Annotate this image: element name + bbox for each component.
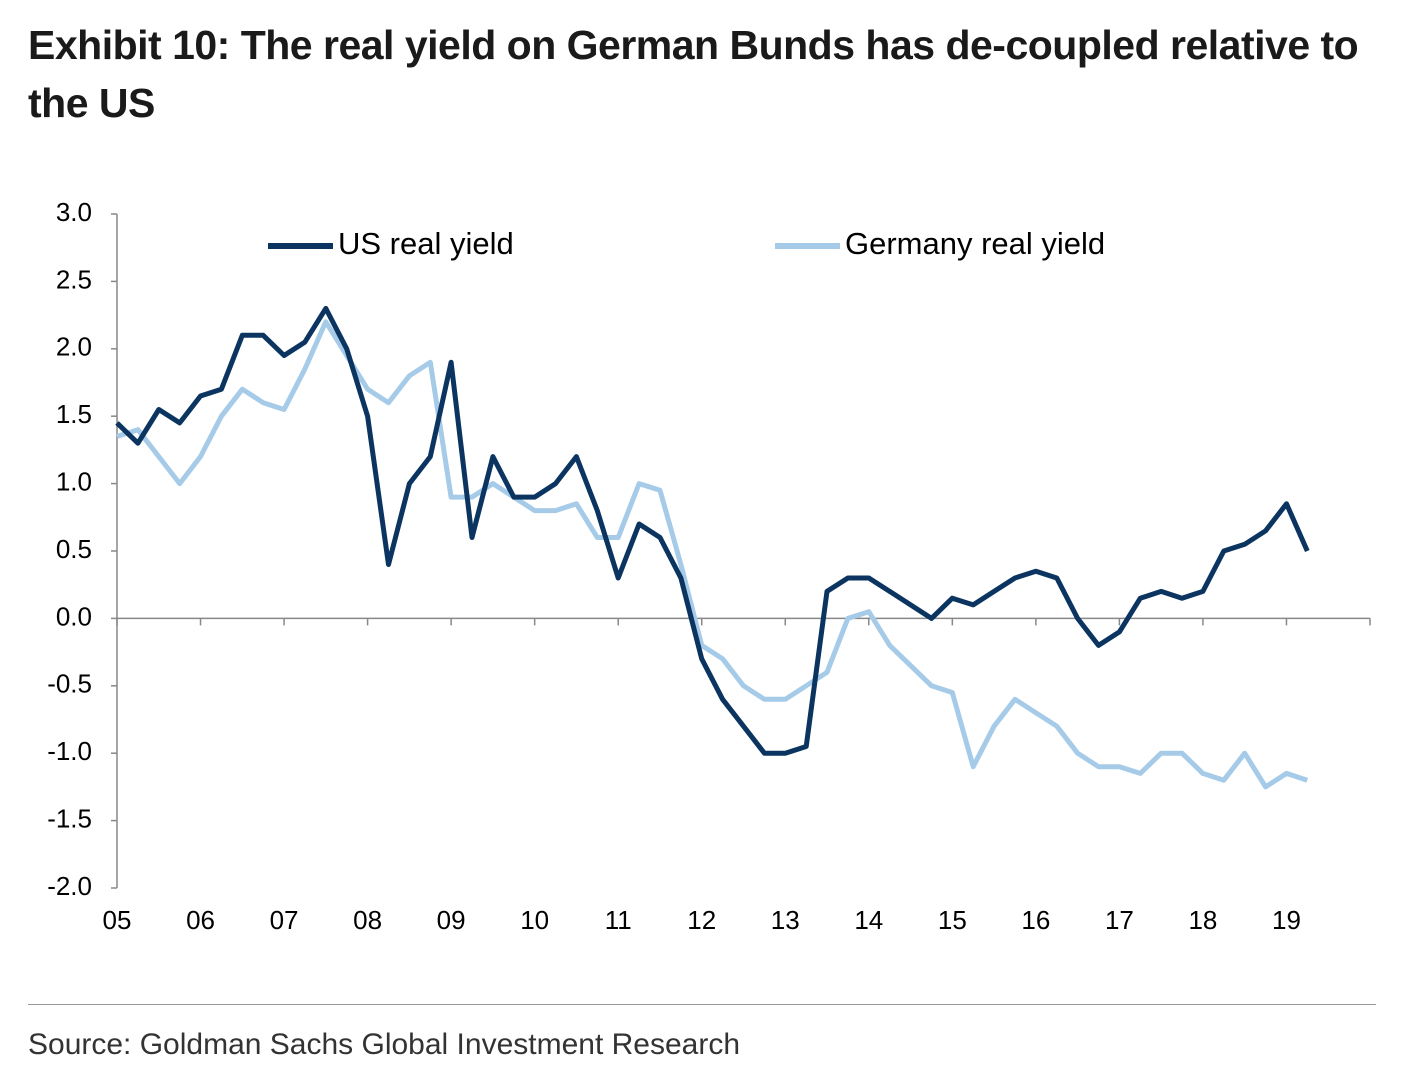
x-tick-label: 05: [103, 905, 132, 935]
x-tick-label: 06: [186, 905, 215, 935]
y-tick-label: -1.5: [47, 803, 92, 833]
separator: [28, 1004, 1376, 1005]
source-note: Source: Goldman Sachs Global Investment …: [28, 1028, 741, 1061]
x-tick-label: 17: [1105, 905, 1134, 935]
y-tick-label: -0.5: [47, 669, 92, 699]
x-tick-label: 12: [687, 905, 716, 935]
y-tick-label: -1.0: [47, 736, 92, 766]
y-tick-label: 2.5: [56, 264, 92, 294]
x-tick-label: 15: [938, 905, 967, 935]
x-tick-label: 07: [270, 905, 299, 935]
y-tick-label: 2.0: [56, 332, 92, 362]
series-line: [115, 305, 1310, 756]
y-tick-label: -2.0: [47, 871, 92, 901]
x-tick-label: 18: [1188, 905, 1217, 935]
x-tick-label: 09: [437, 905, 466, 935]
series-line: [116, 319, 1309, 790]
x-tick-label: 10: [520, 905, 549, 935]
x-tick-label: 13: [771, 905, 800, 935]
legend-label: Germany real yield: [845, 226, 1105, 261]
x-tick-label: 08: [353, 905, 382, 935]
y-tick-label: 0.0: [56, 601, 92, 631]
chart: 3.0 2.5 2.0 1.5 1.0 0.5 0.0 -0.5 -1.0 -1.5 -2.0 05 0…: [47, 197, 1371, 935]
y-tick-label: 0.5: [56, 534, 92, 564]
legend-label: US real yield: [338, 226, 514, 261]
x-tick-label: 19: [1272, 905, 1301, 935]
y-tick-label: 1.5: [56, 399, 92, 429]
chart-title: Exhibit 10: The real yield on German Bun…: [28, 22, 1359, 126]
x-tick-label: 16: [1021, 905, 1050, 935]
y-tick-label: 3.0: [56, 197, 92, 227]
x-tick-label: 14: [854, 905, 883, 935]
x-tick-label: 11: [605, 905, 632, 935]
y-tick-label: 1.0: [56, 466, 92, 496]
